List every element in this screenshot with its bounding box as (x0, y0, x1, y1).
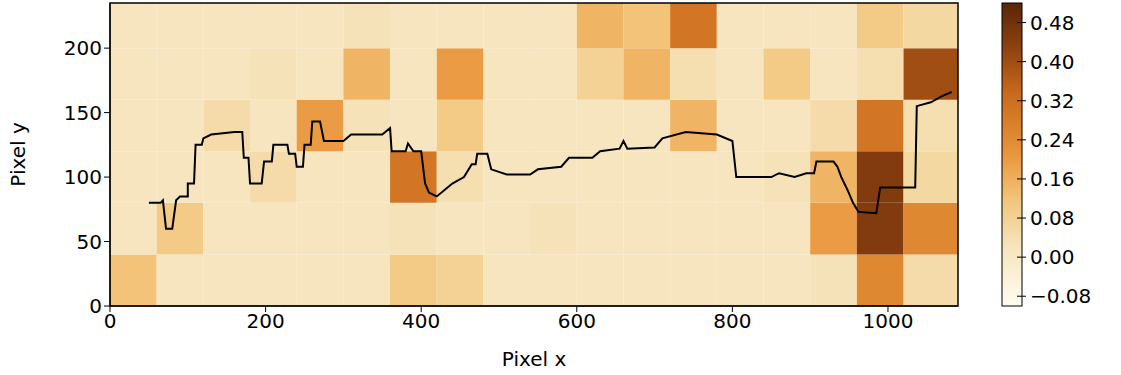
svg-text:150: 150 (64, 101, 102, 125)
svg-text:100: 100 (64, 165, 102, 189)
svg-text:1000: 1000 (863, 309, 914, 333)
svg-text:800: 800 (713, 309, 751, 333)
svg-text:0.08: 0.08 (1030, 206, 1075, 230)
svg-text:Pixel y: Pixel y (6, 122, 30, 187)
svg-text:0: 0 (104, 309, 117, 333)
svg-text:0.32: 0.32 (1030, 89, 1075, 113)
svg-text:0.16: 0.16 (1030, 167, 1075, 191)
svg-text:200: 200 (247, 309, 285, 333)
svg-text:0.48: 0.48 (1030, 11, 1075, 35)
svg-text:0: 0 (89, 294, 102, 318)
svg-text:0.40: 0.40 (1030, 50, 1075, 74)
svg-text:400: 400 (402, 309, 440, 333)
svg-text:Pixel x: Pixel x (502, 347, 567, 370)
svg-text:0.24: 0.24 (1030, 128, 1075, 152)
svg-text:200: 200 (64, 36, 102, 60)
svg-text:0.00: 0.00 (1030, 245, 1075, 269)
svg-text:−0.08: −0.08 (1030, 284, 1091, 308)
svg-text:50: 50 (77, 230, 102, 254)
svg-text:600: 600 (558, 309, 596, 333)
